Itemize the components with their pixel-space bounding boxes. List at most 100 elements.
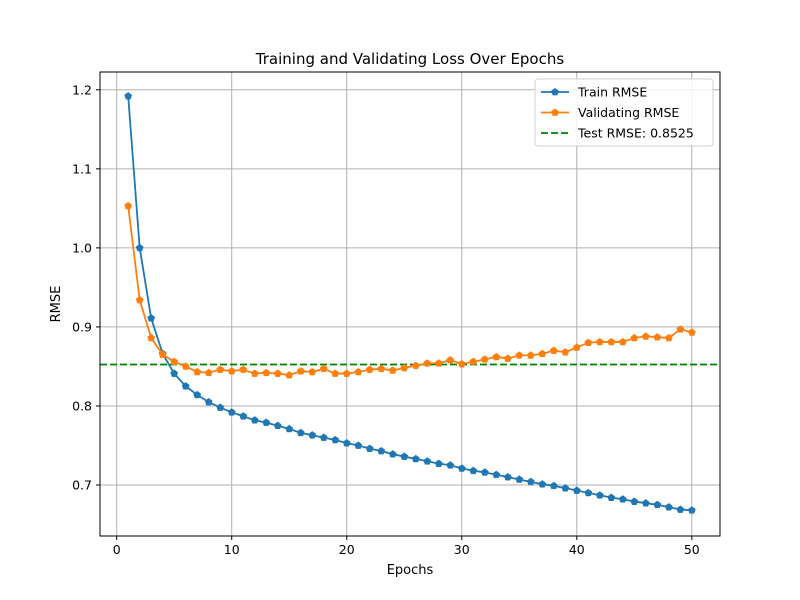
validating-rmse-point xyxy=(296,367,305,375)
validating-rmse-point xyxy=(147,333,156,342)
train-rmse-point xyxy=(331,435,340,444)
train-rmse-point xyxy=(480,468,489,476)
validating-rmse-point xyxy=(653,333,662,341)
y-tick-label: 0.9 xyxy=(72,319,92,334)
train-rmse-point xyxy=(664,503,673,511)
validating-rmse-point xyxy=(446,356,455,364)
validating-rmse-point xyxy=(503,354,512,362)
train-rmse-point xyxy=(170,369,179,377)
validating-rmse-point xyxy=(480,355,489,363)
train-rmse-point xyxy=(492,470,501,479)
train-rmse-point xyxy=(515,475,524,483)
validating-rmse-point xyxy=(216,365,225,373)
validating-rmse-point xyxy=(239,365,248,373)
validating-rmse-point xyxy=(227,367,236,375)
train-rmse-point xyxy=(285,424,294,433)
train-rmse-point xyxy=(296,428,305,437)
validating-rmse-point xyxy=(135,295,144,304)
validating-rmse-point xyxy=(595,337,604,346)
train-rmse-point xyxy=(204,397,213,406)
train-rmse-point xyxy=(584,488,593,497)
grid xyxy=(100,72,720,536)
validating-rmse-point xyxy=(607,337,616,346)
train-rmse-point xyxy=(250,416,259,424)
x-tick-label: 30 xyxy=(454,542,470,557)
train-rmse-point xyxy=(457,464,466,472)
x-tick-label: 50 xyxy=(684,542,700,557)
train-rmse-point xyxy=(653,500,662,509)
validating-rmse-point xyxy=(319,364,328,373)
x-tick-label: 10 xyxy=(224,542,240,557)
train-rmse-point xyxy=(354,441,363,449)
train-rmse-point xyxy=(526,477,535,486)
validating-rmse-point xyxy=(262,368,271,377)
train-rmse-point xyxy=(595,491,604,499)
y-axis-ticks: 0.7 0.8 0.9 1.0 1.1 1.2 xyxy=(72,82,100,493)
train-rmse-point xyxy=(273,421,282,430)
y-tick-label: 1.1 xyxy=(72,161,92,176)
validating-rmse-point xyxy=(618,337,627,346)
train-rmse-point xyxy=(377,446,386,455)
train-rmse-point xyxy=(641,499,650,507)
validating-rmse-point xyxy=(273,369,282,377)
validating-rmse-point xyxy=(423,359,432,367)
validating-rmse-point xyxy=(526,351,535,359)
y-tick-label: 1.2 xyxy=(72,82,92,97)
validating-rmse-point xyxy=(664,333,673,342)
validating-rmse-point xyxy=(354,367,363,376)
train-rmse-point xyxy=(319,433,328,441)
legend-train-rmse-label: Train RMSE xyxy=(577,85,647,100)
chart-title: Training and Validating Loss Over Epochs xyxy=(255,50,565,68)
y-tick-label: 1.0 xyxy=(72,240,92,255)
train-rmse-point xyxy=(147,314,156,322)
validating-rmse-point xyxy=(572,343,581,351)
validating-rmse-series xyxy=(124,201,696,379)
train-rmse-point xyxy=(342,439,351,447)
legend: Train RMSE Validating RMSE Test RMSE: 0.85… xyxy=(534,78,714,147)
validating-rmse-point xyxy=(561,348,570,356)
validating-rmse-point xyxy=(170,357,179,366)
validating-rmse-point xyxy=(400,363,409,372)
train-rmse-point xyxy=(388,450,397,458)
plot-frame xyxy=(99,71,721,537)
y-tick-label: 0.7 xyxy=(72,478,92,493)
validating-rmse-point xyxy=(538,349,547,358)
validating-rmse-point xyxy=(469,357,478,366)
train-rmse-point xyxy=(434,459,443,467)
train-rmse-point xyxy=(365,444,374,452)
legend-box xyxy=(534,78,714,147)
train-rmse-point xyxy=(124,92,133,100)
train-rmse-point xyxy=(676,505,685,513)
validating-rmse-point xyxy=(181,362,190,370)
validating-rmse-point xyxy=(124,201,133,210)
validating-rmse-point xyxy=(250,369,259,377)
train-rmse-point xyxy=(216,403,225,411)
validating-rmse-point xyxy=(204,368,213,377)
train-rmse-series xyxy=(124,92,696,514)
train-rmse-point xyxy=(538,480,547,488)
validating-rmse-point xyxy=(411,361,420,369)
train-rmse-point xyxy=(227,408,236,416)
y-axis-label: RMSE xyxy=(49,286,64,323)
train-rmse-point xyxy=(561,484,570,492)
validating-rmse-point xyxy=(331,369,340,377)
validating-rmse-point xyxy=(308,367,317,376)
x-axis-label: Epochs xyxy=(387,563,434,578)
train-rmse-point xyxy=(239,412,248,420)
validating-rmse-point xyxy=(584,338,593,347)
train-rmse-point xyxy=(411,454,420,463)
validating-rmse-point xyxy=(457,359,466,368)
train-rmse-point xyxy=(630,497,639,505)
validating-rmse-point xyxy=(549,346,558,354)
plot-area xyxy=(100,72,720,536)
y-tick-label: 0.8 xyxy=(72,398,92,413)
validating-rmse-point xyxy=(377,364,386,373)
validating-rmse-point xyxy=(492,352,501,361)
legend-test-rmse-label: Test RMSE: 0.8525 xyxy=(577,126,694,141)
train-rmse-point xyxy=(308,431,317,439)
validating-rmse-point xyxy=(515,351,524,359)
train-rmse-point xyxy=(446,461,455,469)
validating-rmse-point xyxy=(193,367,202,376)
validating-rmse-point xyxy=(365,365,374,373)
